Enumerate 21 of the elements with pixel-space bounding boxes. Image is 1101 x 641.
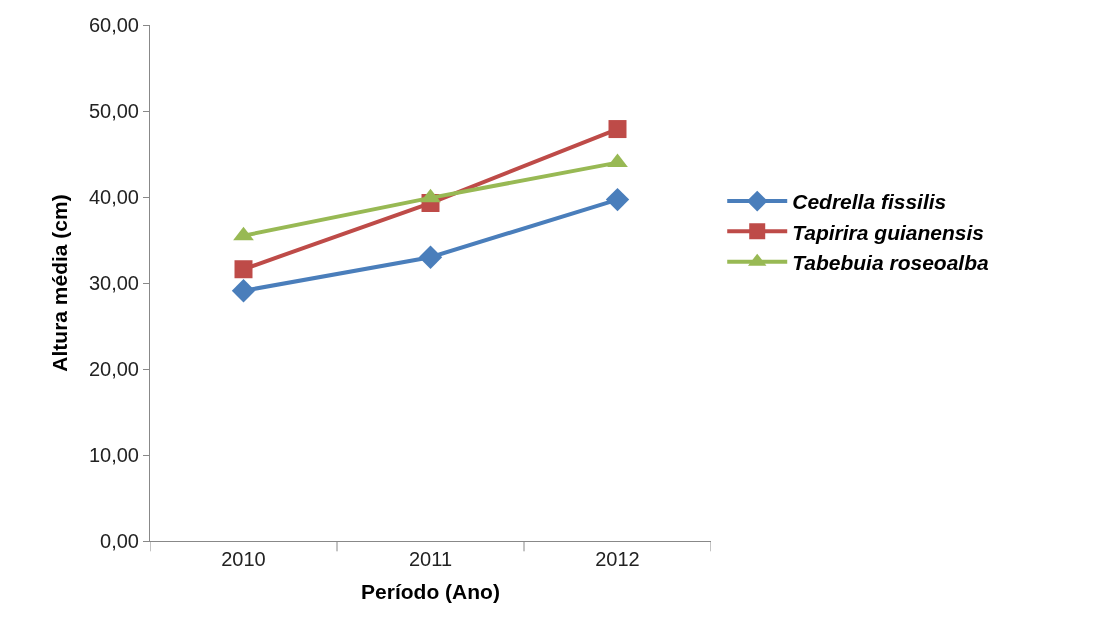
y-tick-label: 50,00	[88, 100, 139, 122]
point	[608, 120, 627, 139]
y-axis-title: Altura média (cm)	[48, 194, 72, 372]
y-tick-label: 10,00	[88, 444, 139, 466]
point	[234, 260, 253, 279]
legend-label: Tapirira guianensis	[792, 220, 984, 244]
y-tick-label: 0,00	[100, 530, 139, 552]
x-tick-label: 2012	[595, 548, 640, 570]
x-axis-title: Período (Ano)	[361, 580, 500, 604]
legend-label: Cedrella fissilis	[792, 190, 947, 214]
y-tick-label: 30,00	[88, 272, 139, 294]
point	[605, 187, 630, 212]
y-tick-label: 60,00	[88, 14, 139, 36]
y-tick-label: 40,00	[88, 186, 139, 208]
x-tick-label: 2011	[408, 548, 453, 570]
x-tick-label: 2010	[221, 548, 266, 570]
y-tick-label: 20,00	[88, 358, 139, 380]
point	[418, 245, 443, 269]
point	[607, 153, 628, 168]
point	[231, 279, 256, 303]
legend-label: Tabebuia roseoalba	[792, 250, 989, 274]
